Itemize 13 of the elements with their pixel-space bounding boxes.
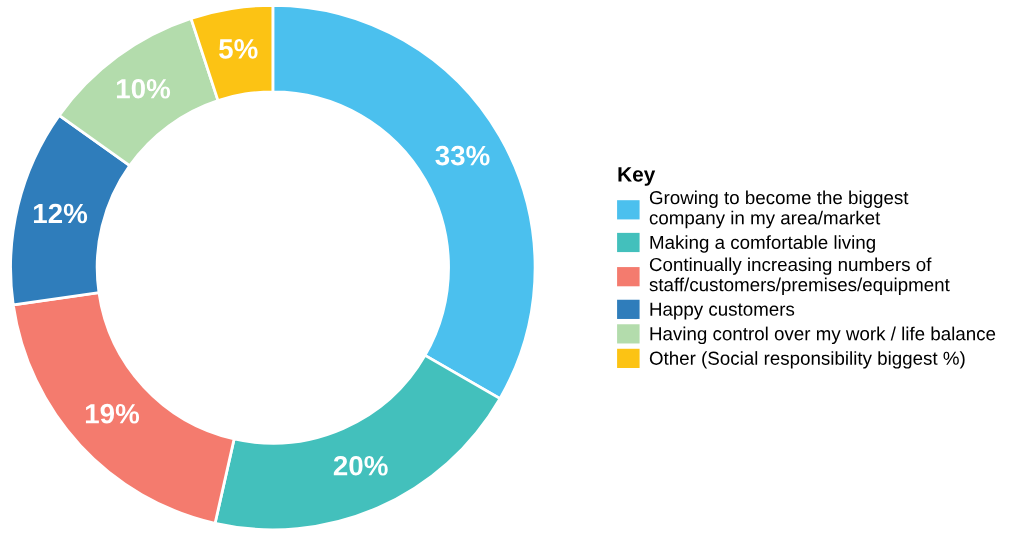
legend-label: Other (Social responsibility biggest %): [649, 351, 965, 369]
data-label: 10%: [116, 78, 171, 99]
legend-label: Making a comfortable living: [650, 235, 875, 253]
data-label: 5%: [219, 39, 258, 59]
legend-label: Growing to become the biggest company in my area/market: [649, 190, 909, 229]
data-label: 20%: [333, 455, 388, 476]
legend-label: Continually increasing numbers of staff/customers/premises/equipment: [649, 257, 950, 296]
legend-label: Having control over my work / life balance: [650, 326, 996, 345]
legend-label: Happy customers: [650, 302, 795, 320]
legend-title: Key: [618, 167, 656, 186]
data-label: 12%: [33, 203, 88, 224]
data-label: 19%: [85, 403, 140, 424]
data-label: 33%: [435, 145, 490, 166]
